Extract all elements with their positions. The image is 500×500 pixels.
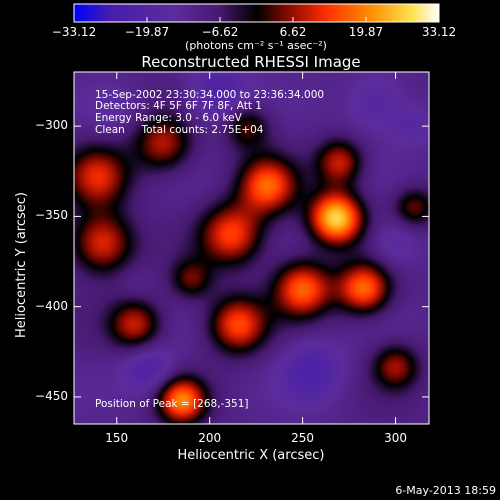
colorbar-tick-label: −19.87 (124, 25, 170, 39)
colorbar-tick-marks (73, 17, 440, 22)
chart-title: Reconstructed RHESSI Image (141, 53, 361, 71)
colorbar-units: (photons cm⁻² s⁻¹ asec⁻²) (185, 39, 327, 52)
x-tick-label: 250 (291, 431, 315, 445)
annotation-time-range: 15-Sep-2002 23:30:34.000 to 23:36:34.000 (95, 89, 325, 101)
colorbar-tick-label: 19.87 (348, 25, 384, 39)
plot-frame (73, 71, 430, 425)
y-axis-label: Heliocentric Y (arcsec) (14, 192, 29, 338)
x-tick-label: 200 (198, 431, 222, 445)
peak-position-label: Position of Peak = [268,-351] (95, 398, 249, 410)
colorbar (73, 3, 440, 23)
colorbar-tick-label: −6.62 (201, 25, 239, 39)
y-tick-label: −400 (35, 298, 68, 313)
colorbar-gradient (73, 3, 440, 23)
y-tick-label: −450 (35, 388, 68, 403)
colorbar-tick-label: −33.12 (51, 25, 97, 39)
x-axis-tick-marks (116, 72, 397, 424)
annotation-detectors: Detectors: 4F 5F 6F 7F 8F, Att 1 (95, 100, 262, 112)
y-axis-tick-marks (74, 125, 429, 398)
y-tick-label: −300 (35, 118, 68, 133)
x-tick-label: 150 (105, 431, 129, 445)
annotation-clean-counts: Clean Total counts: 2.75E+04 (95, 124, 264, 136)
heatmap-image (74, 72, 429, 424)
heatmap-plot (73, 71, 430, 425)
annotation-energy-range: Energy Range: 3.0 - 6.0 keV (95, 112, 242, 124)
colorbar-tick-label: 6.62 (279, 25, 307, 39)
colorbar-tick-label: 33.12 (421, 25, 457, 39)
x-tick-label: 300 (384, 431, 407, 445)
footer-date: 6-May-2013 18:59 (395, 484, 496, 497)
y-tick-label: −350 (35, 208, 68, 223)
x-axis-label: Heliocentric X (arcsec) (177, 448, 325, 463)
